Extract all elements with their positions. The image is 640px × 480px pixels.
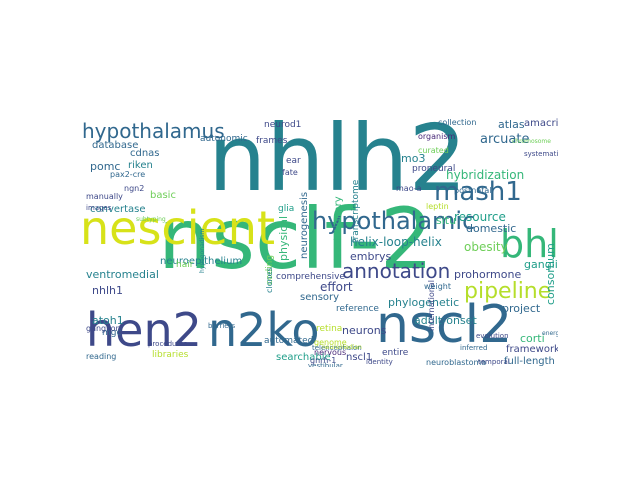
word: nscl2	[376, 295, 513, 355]
word: sensory	[300, 292, 340, 303]
word: hen2	[86, 303, 202, 357]
word: reading	[86, 352, 117, 361]
word: organism	[418, 132, 456, 141]
word: manually	[86, 192, 123, 201]
word: glia	[278, 204, 295, 214]
word: arcuate	[480, 132, 530, 147]
word: neuroblastoma	[426, 358, 487, 367]
word: pomc	[90, 160, 121, 173]
word: neuroepithelium	[160, 256, 243, 267]
word: nhlh1	[92, 284, 123, 297]
word: curated	[418, 146, 449, 155]
word: collection	[438, 118, 477, 127]
word: project	[502, 302, 541, 315]
word: fate	[282, 168, 298, 177]
word: consortium	[544, 243, 557, 305]
word: identity	[366, 358, 393, 366]
word: clones	[265, 267, 274, 293]
word: subtyping	[136, 216, 166, 223]
word: framework	[506, 344, 558, 355]
word: leptin	[426, 202, 449, 211]
word: riken	[128, 160, 153, 171]
word: situ	[436, 214, 457, 227]
word: ganglion	[86, 324, 121, 333]
word: full-length	[504, 356, 555, 367]
word: hypogonadism	[199, 228, 206, 273]
word: barriers	[208, 322, 236, 330]
word: searchable	[276, 352, 331, 363]
word: helix-loop-helix	[350, 235, 442, 249]
word: entire	[382, 348, 409, 358]
word: mash1	[434, 177, 522, 207]
word: hybridization	[446, 168, 525, 182]
word: gnrh-1	[310, 356, 337, 365]
word: proneural	[412, 164, 456, 174]
word: genome	[314, 338, 347, 347]
word: frames	[256, 136, 288, 146]
word: basic	[150, 190, 176, 201]
word: inferred	[460, 344, 488, 352]
word: phylogenetic	[388, 296, 460, 309]
word: autonomic	[200, 134, 248, 144]
word: convertase	[90, 204, 146, 215]
word: reference	[336, 304, 379, 314]
word: energy	[542, 330, 558, 337]
word: nsclf-2	[158, 190, 434, 288]
word: adult-onset	[414, 314, 477, 327]
word: database	[92, 140, 139, 151]
word: effort	[320, 280, 353, 294]
word: neurod1	[264, 120, 302, 130]
word: hypothalamic	[312, 207, 476, 235]
word: nhlh2	[208, 113, 468, 212]
word: automated	[264, 336, 314, 346]
word: nescient	[80, 201, 275, 255]
word: lmo3	[398, 152, 426, 165]
word: resource	[454, 210, 506, 224]
word: telencephalon	[312, 344, 362, 352]
word: obesity	[464, 240, 508, 254]
word: nervous	[314, 348, 347, 357]
word: cdnas	[130, 148, 160, 159]
word-cloud: nsclf-2nhlh2nescientnscl2hen2n2kobhlhhyp…	[80, 113, 558, 367]
word: ear	[286, 156, 301, 166]
word: ventromedial	[86, 268, 159, 281]
word: procedures	[148, 340, 188, 348]
word: images	[86, 204, 112, 212]
word: embrys	[350, 250, 392, 263]
word: retina	[316, 324, 343, 334]
word: amacrine	[524, 118, 558, 129]
word: postnatal	[454, 186, 492, 195]
word: ngn2	[124, 184, 145, 193]
word: neurons	[342, 324, 387, 337]
word: corti	[520, 332, 545, 345]
word: transcriptome	[351, 179, 361, 243]
word: nscl1	[346, 352, 373, 363]
word: pipeline	[464, 279, 552, 304]
word: temporal	[478, 358, 510, 366]
word: neurogenesis	[299, 191, 310, 259]
word: pax2-cre	[110, 170, 146, 179]
word: chromosome	[512, 138, 551, 145]
word: domestic	[466, 222, 517, 235]
word: annotation	[342, 259, 451, 283]
word: comprehensive	[276, 272, 345, 282]
word: prohormone	[454, 268, 522, 281]
word: neuromedian	[322, 344, 362, 351]
word: libraries	[152, 350, 189, 360]
word: physical	[277, 215, 290, 261]
word: systematic	[524, 150, 558, 158]
word: hair	[176, 260, 194, 270]
word: ganglia	[524, 258, 558, 271]
word: mgc	[102, 328, 122, 338]
word: evolution	[476, 332, 509, 340]
word: weight	[424, 282, 451, 291]
word: n2ko	[208, 303, 320, 357]
word: atoh1	[92, 314, 124, 327]
word: evolutionary	[333, 196, 344, 259]
word: vestibular	[308, 362, 343, 368]
word: atlas	[498, 118, 525, 131]
word: mao-a	[396, 184, 422, 193]
word: hypothalamus	[82, 119, 225, 143]
